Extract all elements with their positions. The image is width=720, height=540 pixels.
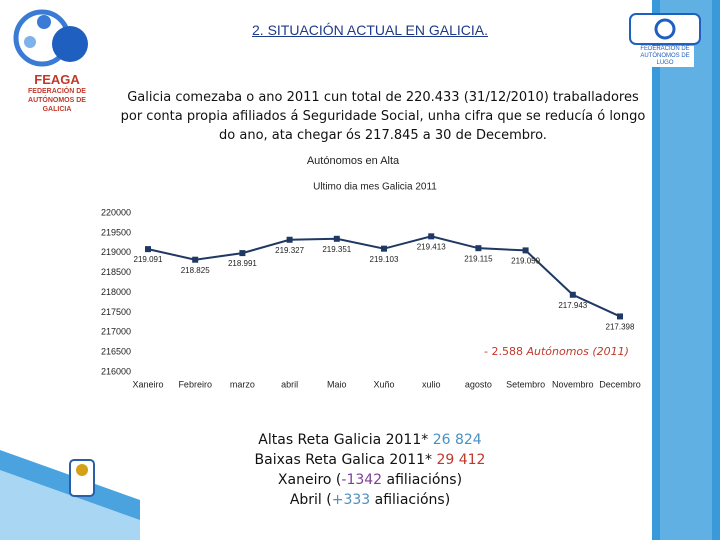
summary-label: Altas Reta Galicia 2011* bbox=[258, 432, 429, 448]
chart: Autónomos en Alta Ultimo dia mes Galicia… bbox=[101, 155, 641, 389]
data-point bbox=[428, 233, 435, 240]
summary-line: Baixas Reta Galica 2011* 29 412 bbox=[200, 450, 540, 470]
summary-tail: afiliacións) bbox=[382, 472, 463, 488]
y-tick-label: 216500 bbox=[101, 347, 131, 357]
data-point bbox=[522, 247, 529, 254]
x-tick-label: Maio bbox=[327, 379, 347, 389]
annotation-text: Autónomos (2011) bbox=[526, 345, 629, 358]
data-point bbox=[475, 245, 482, 252]
data-label: 219.327 bbox=[275, 246, 304, 255]
data-label: 218.991 bbox=[228, 259, 257, 268]
annotation: - 2.588 Autónomos (2011) bbox=[484, 345, 629, 358]
left-logo: FEAGA FEDERACIÓN DE AUTÓNOMOS DE GALICIA bbox=[22, 72, 92, 114]
intro-text: Galicia comezaba o ano 2011 cun total de… bbox=[120, 90, 646, 143]
summary-line: Abril (+333 afiliacións) bbox=[200, 490, 540, 510]
data-label: 219.115 bbox=[464, 254, 493, 263]
chart-title: Autónomos en Alta bbox=[307, 155, 400, 167]
x-tick-label: Novembro bbox=[552, 379, 594, 389]
summary-number: 29 412 bbox=[436, 452, 486, 468]
data-point bbox=[333, 235, 340, 242]
x-tick-label: agosto bbox=[465, 379, 492, 389]
data-label: 217.943 bbox=[558, 301, 587, 310]
logo-subtitle: FEDERACIÓN DE AUTÓNOMOS DE GALICIA bbox=[28, 88, 86, 113]
summary-label: Abril ( bbox=[289, 492, 332, 508]
x-tick-label: xulio bbox=[422, 379, 441, 389]
y-tick-label: 218500 bbox=[101, 267, 131, 277]
y-tick-label: 217500 bbox=[101, 307, 131, 317]
x-tick-label: Setembro bbox=[506, 379, 545, 389]
x-tick-label: Xuño bbox=[373, 379, 394, 389]
summary-tail: afiliacións) bbox=[370, 492, 451, 508]
y-tick-label: 217000 bbox=[101, 327, 131, 337]
summary-line: Xaneiro (-1342 afiliacións) bbox=[200, 470, 540, 490]
data-point bbox=[569, 291, 576, 298]
x-tick-label: Decembro bbox=[599, 379, 641, 389]
data-label: 217.398 bbox=[606, 323, 635, 332]
y-tick-label: 220000 bbox=[101, 207, 131, 217]
data-point bbox=[381, 245, 387, 252]
data-label: 219.091 bbox=[134, 255, 163, 264]
summary-line: Altas Reta Galicia 2011* 26 824 bbox=[200, 430, 540, 450]
x-tick-label: abril bbox=[281, 379, 298, 389]
right-logo: FEDERACIÓN DE AUTÓNOMOS DE LUGO bbox=[636, 46, 694, 67]
logo-name: FEAGA bbox=[34, 72, 80, 87]
data-label: 219.413 bbox=[417, 242, 446, 251]
x-tick-label: Febreiro bbox=[178, 379, 212, 389]
summary-number: -1342 bbox=[341, 472, 383, 488]
summary: Altas Reta Galicia 2011* 26 824 Baixas R… bbox=[200, 430, 540, 510]
chart-box: Autónomos en Alta Ultimo dia mes Galicia… bbox=[95, 143, 643, 393]
data-point bbox=[617, 313, 623, 320]
data-point bbox=[286, 236, 293, 243]
summary-number: +333 bbox=[331, 492, 371, 508]
data-label: 219.351 bbox=[322, 245, 351, 254]
summary-number: 26 824 bbox=[432, 432, 482, 448]
data-point bbox=[145, 246, 151, 253]
data-point bbox=[192, 256, 199, 263]
y-tick-label: 219000 bbox=[101, 247, 131, 257]
y-tick-label: 218000 bbox=[101, 287, 131, 297]
y-tick-label: 216000 bbox=[101, 366, 131, 376]
data-point bbox=[239, 250, 246, 257]
data-label: 219.059 bbox=[511, 257, 540, 266]
annotation-number: - 2.588 bbox=[484, 345, 523, 358]
y-tick-label: 219500 bbox=[101, 227, 131, 237]
summary-label: Xaneiro ( bbox=[277, 472, 342, 488]
slide-title: 2. SITUACIÓN ACTUAL EN GALICIA. bbox=[252, 22, 488, 38]
data-label: 219.103 bbox=[370, 255, 399, 264]
chart-subtitle: Ultimo dia mes Galicia 2011 bbox=[313, 182, 437, 193]
x-tick-label: marzo bbox=[230, 379, 255, 389]
data-label: 218.825 bbox=[181, 266, 210, 275]
x-tick-label: Xaneiro bbox=[132, 379, 163, 389]
summary-label: Baixas Reta Galica 2011* bbox=[254, 452, 433, 468]
